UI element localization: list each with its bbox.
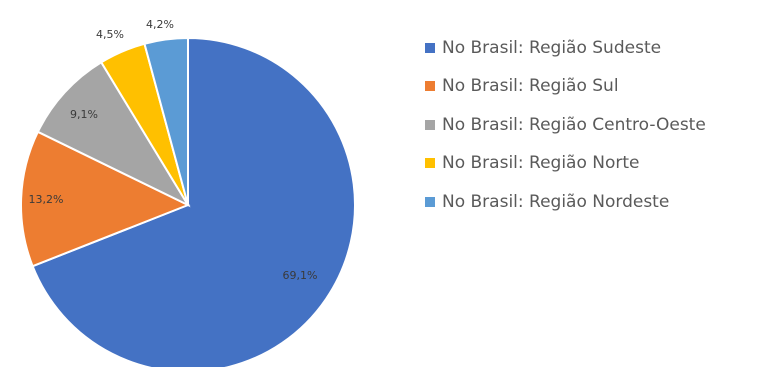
legend-item: No Brasil: Região Norte — [425, 153, 706, 173]
legend-label: No Brasil: Região Centro-Oeste — [442, 114, 706, 135]
slice-data-label: 4,2% — [146, 18, 174, 31]
legend-label: No Brasil: Região Sudeste — [442, 37, 662, 58]
slice-data-label: 9,1% — [70, 108, 98, 121]
legend-swatch — [425, 196, 435, 207]
slice-data-label: 13,2% — [29, 193, 64, 206]
pie-slice — [20, 130, 191, 268]
legend-swatch — [425, 119, 435, 130]
pie-slice — [31, 36, 356, 367]
legend-label: No Brasil: Região Norte — [442, 153, 640, 173]
pie-slice — [36, 60, 191, 208]
legend-item: No Brasil: Região Sudeste — [425, 37, 706, 58]
legend-item: No Brasil: Região Centro-Oeste — [425, 114, 706, 135]
legend-swatch — [425, 42, 435, 53]
slice-data-label: 69,1% — [283, 269, 318, 282]
legend-item: No Brasil: Região Nordeste — [425, 191, 706, 212]
chart-legend: No Brasil: Região Sudeste No Brasil: Regi… — [425, 38, 706, 231]
legend-item: No Brasil: Região Sul — [425, 76, 706, 96]
legend-label: No Brasil: Região Nordeste — [442, 191, 670, 212]
legend-swatch — [425, 158, 435, 168]
legend-label: No Brasil: Região Sul — [442, 76, 619, 96]
slice-data-label: 4,5% — [96, 28, 124, 41]
pie-slice — [143, 36, 189, 206]
legend-swatch — [425, 81, 435, 91]
